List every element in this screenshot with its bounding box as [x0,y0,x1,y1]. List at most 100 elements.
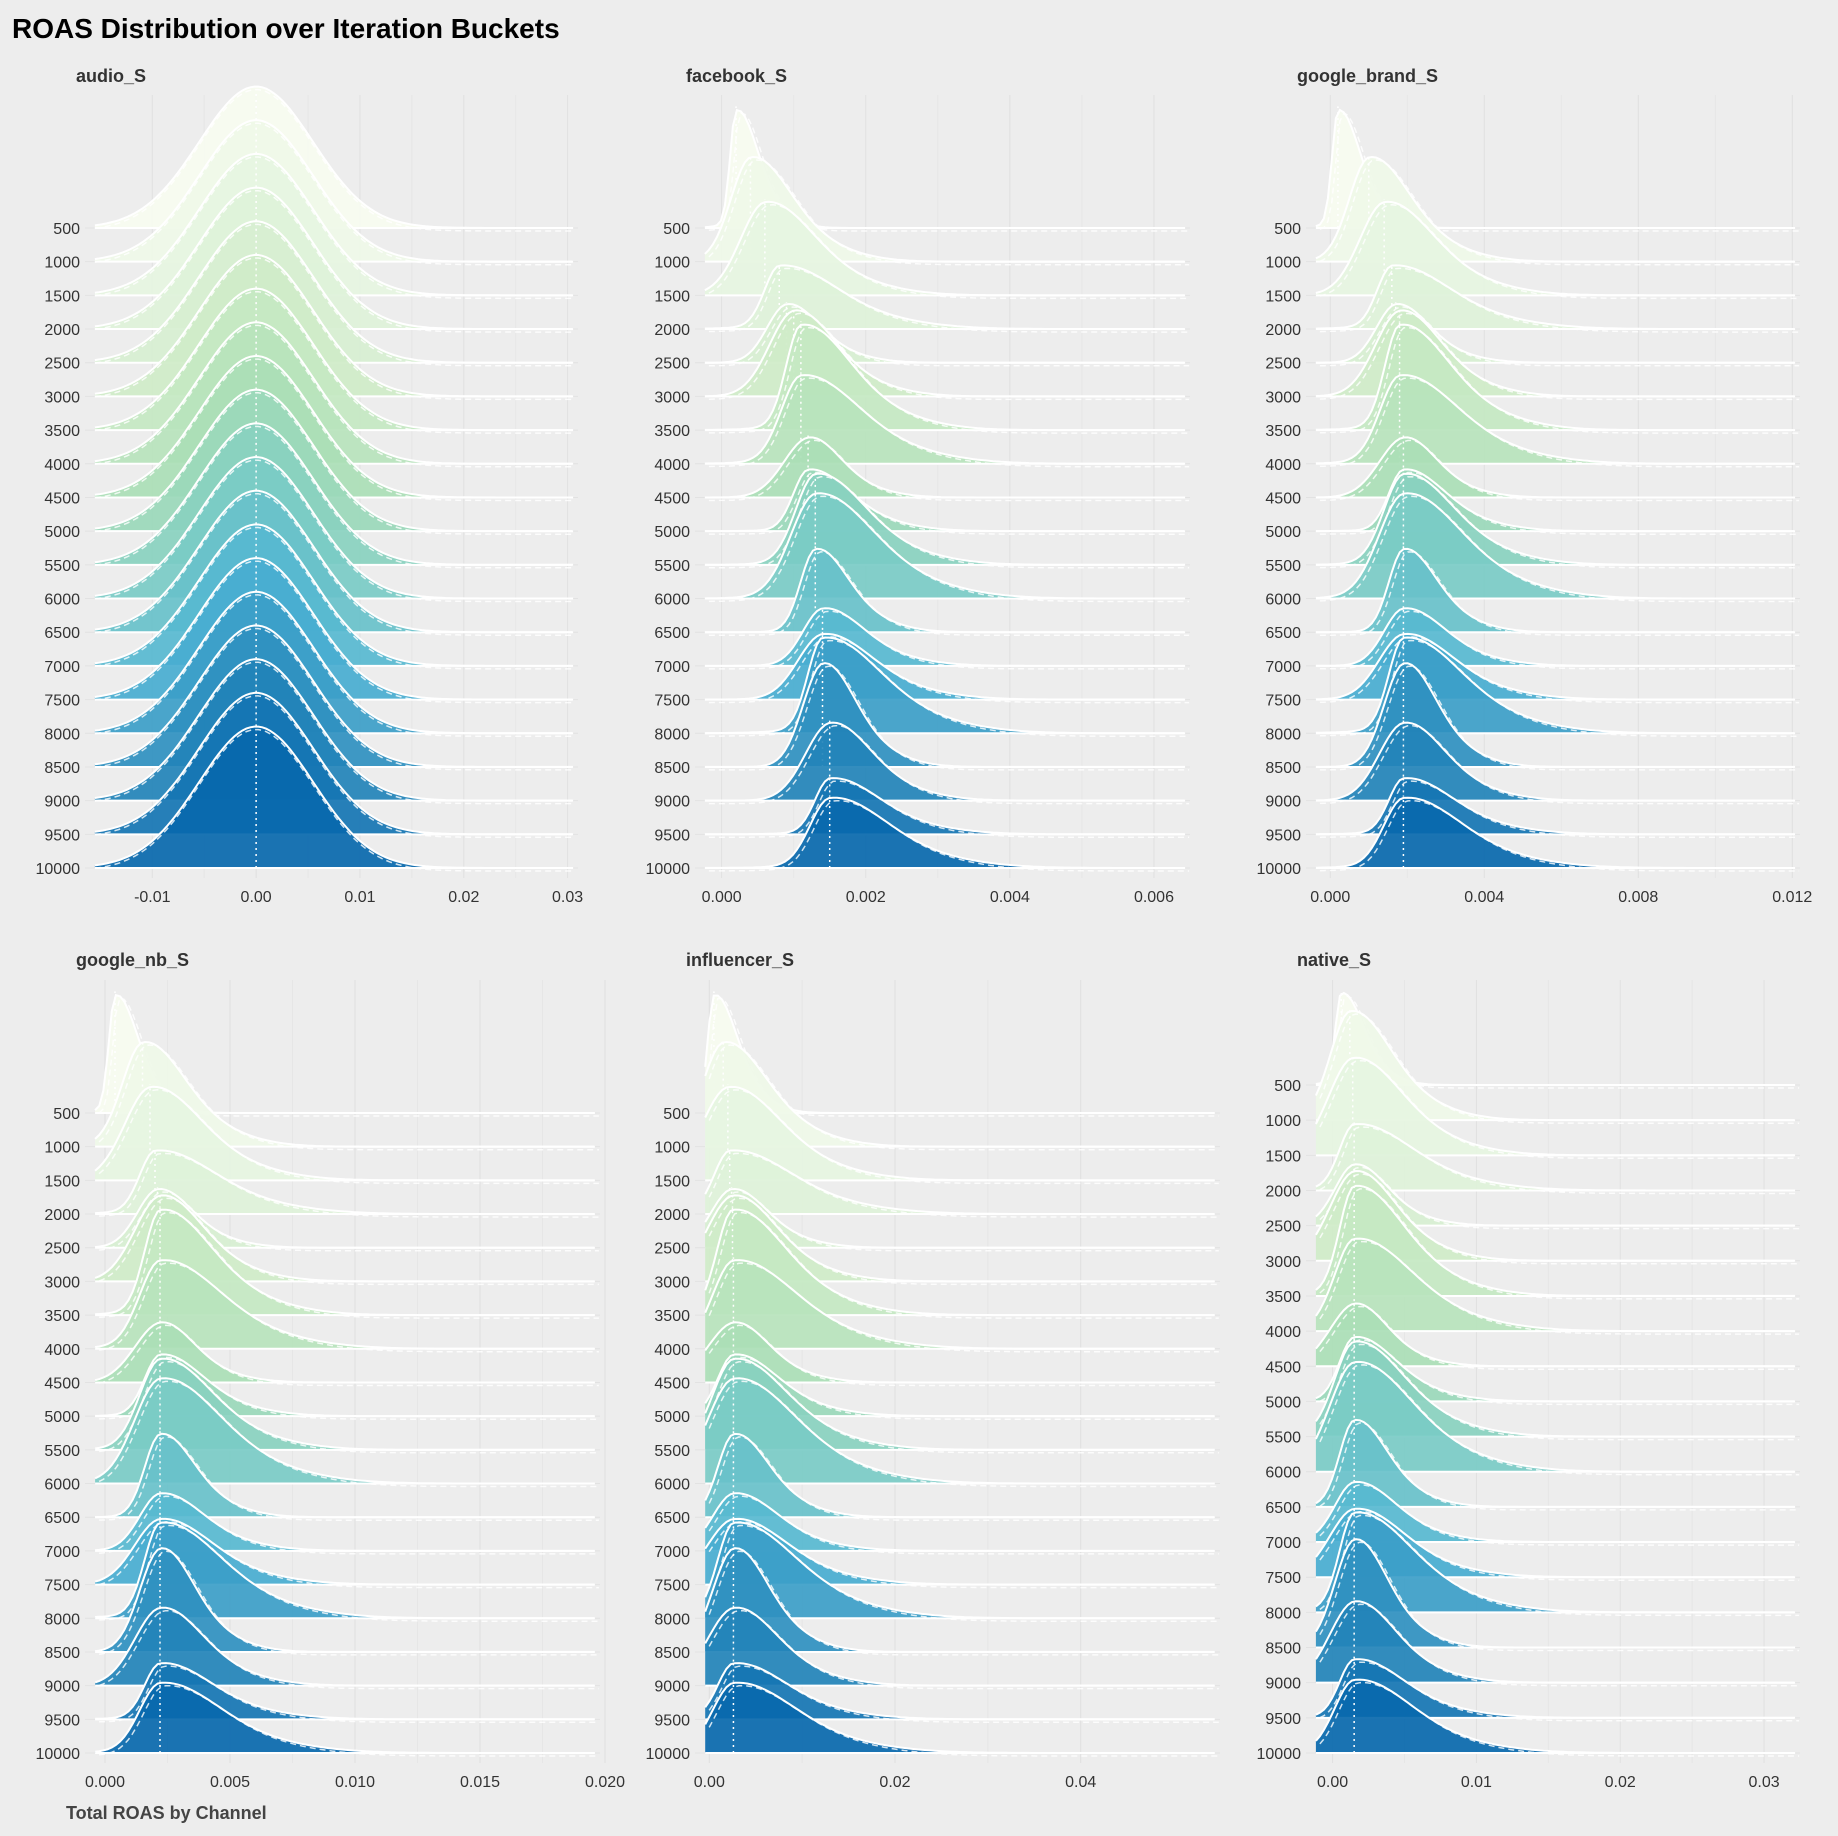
ridge-dashed-outline-7500 [1319,1510,1800,1581]
y-tick-label: 3000 [654,389,690,406]
y-tick-label: 4500 [44,490,80,507]
ridge-dashed-outline-4500 [1319,439,1800,502]
ridge-dashed-outline-6500 [1319,551,1800,636]
y-tick-label: 500 [1274,221,1301,238]
ridge-density-4000 [704,375,1186,464]
ridge-dashed-outline-10000 [708,799,1190,872]
ridge-dashed-outline-1500 [1319,1059,1800,1160]
ridge-dashed-outline-9500 [708,1665,1219,1724]
ridge-density-1500 [1315,1057,1796,1156]
y-tick-label: 5000 [1265,524,1301,541]
y-tick-label: 3000 [44,389,80,406]
y-tick-label: 4500 [1265,490,1301,507]
ridge-density-3500 [95,1209,595,1316]
ridge-density-10000 [705,1682,1215,1753]
ridge-density-6500 [1315,548,1796,633]
ridge-dashed-outline-1000 [1319,1013,1800,1124]
facet-google-brand-S: 500 1000 1500 2000 2500 3000 3500 4000 4500 5000 5… [1257,66,1813,906]
y-tick-label: 9000 [654,794,690,811]
y-tick-label: 1000 [654,255,690,272]
ridge-dashed-outline-2500 [99,1191,599,1252]
ridge-dashed-outline-3500 [1319,1188,1800,1300]
ridge-density-7500 [1315,1508,1796,1578]
x-tick-label: 0.00 [241,889,272,906]
x-tick-label: 0.020 [585,1774,625,1791]
y-tick-label: 2000 [44,1207,80,1224]
ridge-density-1500 [95,1086,595,1181]
y-tick-label: 3500 [44,423,80,440]
y-tick-label: 7000 [44,1544,80,1561]
ridge-dashed-outline-5000 [708,1356,1219,1420]
ridge-dashed-outline-9000 [708,724,1190,805]
ridge-dashed-outline-8500 [1319,665,1800,771]
ridge-density-2000 [705,1150,1215,1215]
y-tick-label: 3000 [1265,1254,1301,1271]
ridge-dashed-outline-2000 [1319,1126,1800,1195]
ridge-dashed-outline-2000 [708,1152,1219,1218]
ridge-dashed-outline-6500 [708,1436,1219,1521]
x-tick-label: 0.00 [694,1774,725,1791]
facet-panels: 500 1000 1500 2000 2500 3000 3500 4000 4500 5000 5… [36,66,1813,1791]
x-tick-label: 0.03 [1748,1774,1779,1791]
ridge-dashed-outline-5500 [98,1360,599,1454]
y-tick-label: 4000 [654,457,690,474]
y-tick-label: 8000 [1265,726,1301,743]
ridge-dashed-outline-8500 [1319,1541,1800,1652]
y-tick-label: 500 [663,221,690,238]
ridge-density-4000 [705,1260,1215,1349]
facet-label: influencer_S [686,950,794,970]
y-tick-label: 1500 [1265,288,1301,305]
x-tick-label: 0.015 [460,1774,500,1791]
y-tick-label: 4500 [654,1375,690,1392]
y-tick-label: 1500 [654,288,690,305]
ridge-dashed-outline-5500 [1319,1343,1800,1441]
facet-label: audio_S [76,66,146,86]
y-tick-label: 7000 [1265,659,1301,676]
ridge-dashed-outline-5500 [708,1360,1219,1454]
x-tick-label: 0.000 [85,1774,125,1791]
ridge-dashed-outline-6500 [708,551,1190,636]
ridge-density-9500 [95,1663,595,1720]
y-tick-label: 7500 [654,1578,690,1595]
ridge-density-10000 [1315,1679,1796,1753]
y-tick-label: 5500 [654,558,690,575]
y-tick-label: 5000 [1265,1394,1301,1411]
y-tick-label: 4000 [654,1342,690,1359]
y-tick-label: 8000 [44,726,80,743]
ridge-dashed-outline-4500 [708,1324,1219,1387]
y-tick-label: 4000 [44,457,80,474]
ridge-density-8000 [95,1522,595,1619]
ridge-dashed-outline-7000 [708,1495,1219,1555]
ridge-dashed-outline-5000 [708,471,1190,535]
ridge-dashed-outline-2500 [708,306,1190,367]
y-tick-label: 9000 [1265,1676,1301,1693]
y-tick-label: 7000 [654,1544,690,1561]
ridge-density-8000 [705,1522,1215,1619]
y-tick-label: 5500 [1265,1430,1301,1447]
y-tick-label: 8500 [44,1645,80,1662]
y-tick-label: 9500 [44,1712,80,1729]
y-tick-label: 5000 [44,524,80,541]
ridge-dashed-outline-9000 [98,1609,599,1690]
ridge-dashed-outline-5000 [99,1356,599,1420]
y-tick-label: 3000 [654,1274,690,1291]
y-tick-label: 6000 [654,592,690,609]
y-tick-label: 10000 [1257,1746,1302,1763]
y-tick-label: 3000 [44,1274,80,1291]
ridge-density-1000 [1315,157,1796,262]
y-tick-label: 10000 [646,1746,691,1763]
y-tick-label: 6500 [1265,625,1301,642]
facet-audio-S: 500 1000 1500 2000 2500 3000 3500 4000 4500 5000 5… [36,66,584,906]
ridge-density-9500 [1315,1659,1796,1718]
ridge-density-4000 [95,1260,595,1349]
facet-label: facebook_S [686,66,787,86]
ridge-dashed-outline-5500 [1319,475,1800,569]
ridge-dashed-outline-2000 [1319,267,1800,333]
y-tick-label: 1500 [44,288,80,305]
ridge-density-1500 [1315,201,1796,296]
y-tick-label: 7000 [44,659,80,676]
x-tick-label: 0.008 [1618,889,1658,906]
y-tick-label: 9500 [1265,1711,1301,1728]
ridge-dashed-outline-3000 [1319,312,1800,401]
y-tick-label: 7000 [654,659,690,676]
